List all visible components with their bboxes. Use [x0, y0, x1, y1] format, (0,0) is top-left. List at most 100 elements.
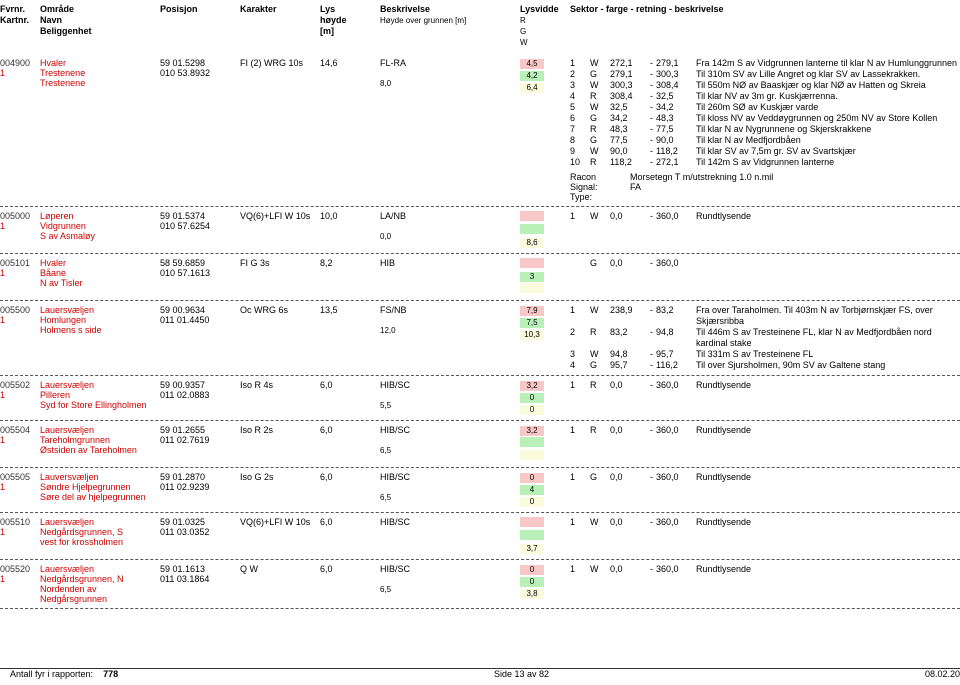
lysvid-box: 3,2: [520, 381, 544, 391]
hdr-karakter: Karakter: [240, 4, 320, 48]
hdr-rgw: R G W: [520, 16, 528, 47]
omrade-val: Hvaler: [40, 58, 66, 68]
hdr-posisjon: Posisjon: [160, 4, 240, 48]
beskriv-val: HIB/SC5,5: [380, 380, 520, 416]
navn-val: Søndre Hjelpegrunnen: [40, 482, 131, 492]
posisjon-val: 59 01.0325 011 03.0352: [160, 517, 240, 555]
lysvid-col: 003,8: [520, 564, 570, 604]
lysvid-box: 0: [520, 565, 544, 575]
navn-val: Nedgårdsgrunnen, S: [40, 527, 123, 537]
karakter-val: Iso R 4s: [240, 380, 320, 416]
sektor-col: 1W0,0-360,0Rundtlysende: [570, 564, 960, 604]
sektor-row: 5W32,5-34,2Til 260m SØ av Kuskjær varde: [570, 102, 960, 113]
lysvid-col: 7,97,510,3: [520, 305, 570, 371]
sektor-col: 1W272,1-279,1Fra 142m S av Vidgrunnen la…: [570, 58, 960, 202]
footer-count: 778: [103, 669, 118, 679]
navn-val: Homlungen: [40, 315, 86, 325]
sektor-row: 3W94,8-95,7Til 331m S av Tresteinene FL: [570, 349, 960, 360]
lysvid-box: [520, 450, 544, 460]
lysvid-box: [520, 224, 544, 234]
lysvid-box: 7,5: [520, 318, 544, 328]
sektor-row: 6G34,2-48,3Til kloss NV av Veddøygrunnen…: [570, 113, 960, 124]
beskriv-val: LA/NB0,0: [380, 211, 520, 249]
hdr-lyshoyde: Lys høyde [m]: [320, 4, 380, 48]
belig-val: Holmens s side: [40, 325, 102, 335]
sektor-row: 1R0,0-360,0Rundtlysende: [570, 380, 960, 391]
lyshoyde-val: 6,0: [320, 425, 380, 463]
sektor-row: 2R83,2-94,8Til 446m S av Tresteinene FL,…: [570, 327, 960, 349]
hdr-sektor: Sektor - farge - retning - beskrivelse: [570, 4, 960, 48]
hdr-lysvid: Lysvidde: [520, 4, 559, 14]
karakter-val: Iso G 2s: [240, 472, 320, 508]
lysvid-col: 4,54,26,4: [520, 58, 570, 202]
omrade-val: Lauersvæljen: [40, 380, 94, 390]
fvrnr-val: 005500: [0, 305, 30, 315]
posisjon-val: 58 59.6859 010 57.1613: [160, 258, 240, 296]
lysvid-box: 3,2: [520, 426, 544, 436]
lysvid-box: 0: [520, 577, 544, 587]
posisjon-val: 59 01.1613 011 03.1864: [160, 564, 240, 604]
lysvid-box: 3,8: [520, 589, 544, 599]
sektor-row: 1W0,0-360,0Rundtlysende: [570, 564, 960, 575]
lyshoyde-val: 6,0: [320, 517, 380, 555]
lyshoyde-val: 6,0: [320, 564, 380, 604]
navn-val: Nedgårdsgrunnen, N: [40, 574, 124, 584]
fvrnr-val: 005101: [0, 258, 30, 268]
lysvid-box: 3: [520, 272, 544, 282]
sektor-row: 4G95,7-116,2Til over Sjursholmen, 90m SV…: [570, 360, 960, 371]
hdr-omrade: Område: [40, 4, 74, 14]
lysvid-box: 6,4: [520, 83, 544, 93]
kartnr-val: 1: [0, 221, 5, 231]
table-row: 0055021 LauersvæljenPillerenSyd for Stor…: [0, 376, 960, 421]
belig-val: vest for krossholmen: [40, 537, 123, 547]
lysvid-box: 10,3: [520, 330, 544, 340]
omrade-val: Lauersvæljen: [40, 425, 94, 435]
table-header: Fvrnr. Kartnr. Område Navn Beliggenhet P…: [0, 0, 960, 50]
sektor-row: G0,0-360,0: [570, 258, 960, 269]
karakter-val: FI (2) WRG 10s: [240, 58, 320, 202]
lysvid-box: 4: [520, 485, 544, 495]
kartnr-val: 1: [0, 315, 5, 325]
table-row: 0055041 LauersvæljenTareholmgrunnenØstsi…: [0, 421, 960, 468]
beskriv-val: HIB/SC6,5: [380, 425, 520, 463]
table-row: 0055201 LauersvæljenNedgårdsgrunnen, NNo…: [0, 560, 960, 609]
beskriv-val: HIB: [380, 258, 520, 296]
beskriv-cell: FL-RA: [380, 58, 520, 68]
beskriv-cell: 12,0: [380, 315, 520, 335]
beskriv-cell: 6,5: [380, 482, 520, 502]
kartnr-val: 1: [0, 268, 5, 278]
karakter-val: FI G 3s: [240, 258, 320, 296]
beskriv-cell: FS/NB: [380, 305, 520, 315]
beskriv-val: FS/NB12,0: [380, 305, 520, 371]
sektor-col: G0,0-360,0: [570, 258, 960, 296]
lysvid-box: [520, 437, 544, 447]
hdr-kartnr: Kartnr.: [0, 15, 29, 25]
table-row: 0049001 HvalerTresteneneTrestenene 59 01…: [0, 54, 960, 207]
lysvid-col: 040: [520, 472, 570, 508]
omrade-val: Lauersvæljen: [40, 305, 94, 315]
footer: Antall fyr i rapporten: 778 Side 13 av 8…: [0, 668, 960, 679]
hdr-beskriv: Beskrivelse: [380, 4, 430, 14]
posisjon-val: 59 00.9634 011 01.4450: [160, 305, 240, 371]
table-row: 0055101 LauersvæljenNedgårdsgrunnen, Sve…: [0, 513, 960, 560]
lyshoyde-val: 13,5: [320, 305, 380, 371]
beskriv-cell: 8,0: [380, 68, 520, 88]
lysvid-col: 3,200: [520, 380, 570, 416]
navn-val: Pilleren: [40, 390, 70, 400]
fvrnr-val: 005520: [0, 564, 30, 574]
beskriv-cell: 0,0: [380, 221, 520, 241]
belig-val: S av Asmaløy: [40, 231, 95, 241]
sektor-row: 1W272,1-279,1Fra 142m S av Vidgrunnen la…: [570, 58, 960, 69]
lyshoyde-val: 6,0: [320, 380, 380, 416]
lysvid-box: 3,7: [520, 544, 544, 554]
karakter-val: Q W: [240, 564, 320, 604]
omrade-val: Lauersvæljen: [40, 564, 94, 574]
belig-val: Trestenene: [40, 78, 85, 88]
beskriv-val: FL-RA8,0: [380, 58, 520, 202]
sektor-col: 1G0,0-360,0Rundtlysende: [570, 472, 960, 508]
table-row: 0055051 LauversvæljenSøndre Hjelpegrunne…: [0, 468, 960, 513]
footer-count-label: Antall fyr i rapporten:: [10, 669, 93, 679]
beskriv-cell: HIB/SC: [380, 472, 520, 482]
sektor-row: 9W90,0-118,2Til klar SV av 7,5m gr. SV a…: [570, 146, 960, 157]
belig-val: Søre del av hjelpegrunnen: [40, 492, 146, 502]
